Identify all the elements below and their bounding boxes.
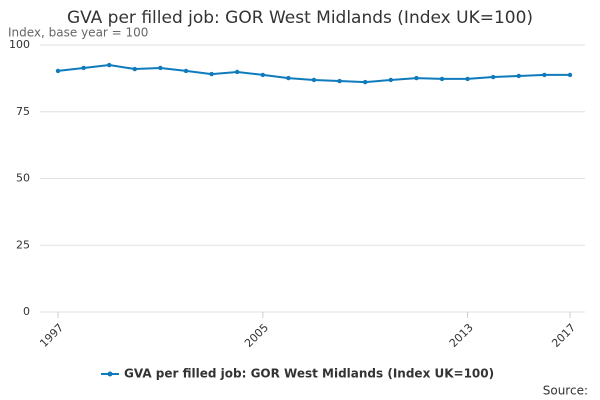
source: Source: <box>543 384 588 398</box>
point <box>286 75 291 81</box>
legend-marker <box>107 371 113 377</box>
y-tick-label: 25 <box>16 238 30 251</box>
chart-title: GVA per filled job: GOR West Midlands (I… <box>67 8 533 28</box>
x-tick-label: 2017 <box>549 321 578 350</box>
point <box>465 76 470 82</box>
y-tick-label: 50 <box>16 172 30 185</box>
point <box>311 77 317 83</box>
point <box>107 62 112 68</box>
point <box>414 75 419 81</box>
point <box>183 68 189 74</box>
point <box>235 69 240 75</box>
point <box>158 65 163 71</box>
point <box>209 71 214 77</box>
point <box>132 66 137 72</box>
point <box>491 74 496 80</box>
point <box>542 72 547 78</box>
point <box>567 72 573 78</box>
y-tick-label: 75 <box>16 105 30 118</box>
y-tick-label: 0 <box>23 305 30 318</box>
point <box>388 77 393 83</box>
point <box>55 68 61 74</box>
point <box>81 65 86 71</box>
point <box>439 76 445 82</box>
chart-subtitle: Index, base year = 100 <box>8 26 148 40</box>
point <box>260 72 265 78</box>
y-tick-label: 100 <box>9 38 30 51</box>
point <box>516 73 521 79</box>
point <box>363 79 368 85</box>
legend-label: GVA per filled job: GOR West Midlands (I… <box>124 367 494 381</box>
x-tick-label: 1997 <box>37 321 66 350</box>
point <box>337 78 342 84</box>
x-tick-label: 2005 <box>242 321 271 350</box>
x-tick-label: 2013 <box>447 321 476 350</box>
